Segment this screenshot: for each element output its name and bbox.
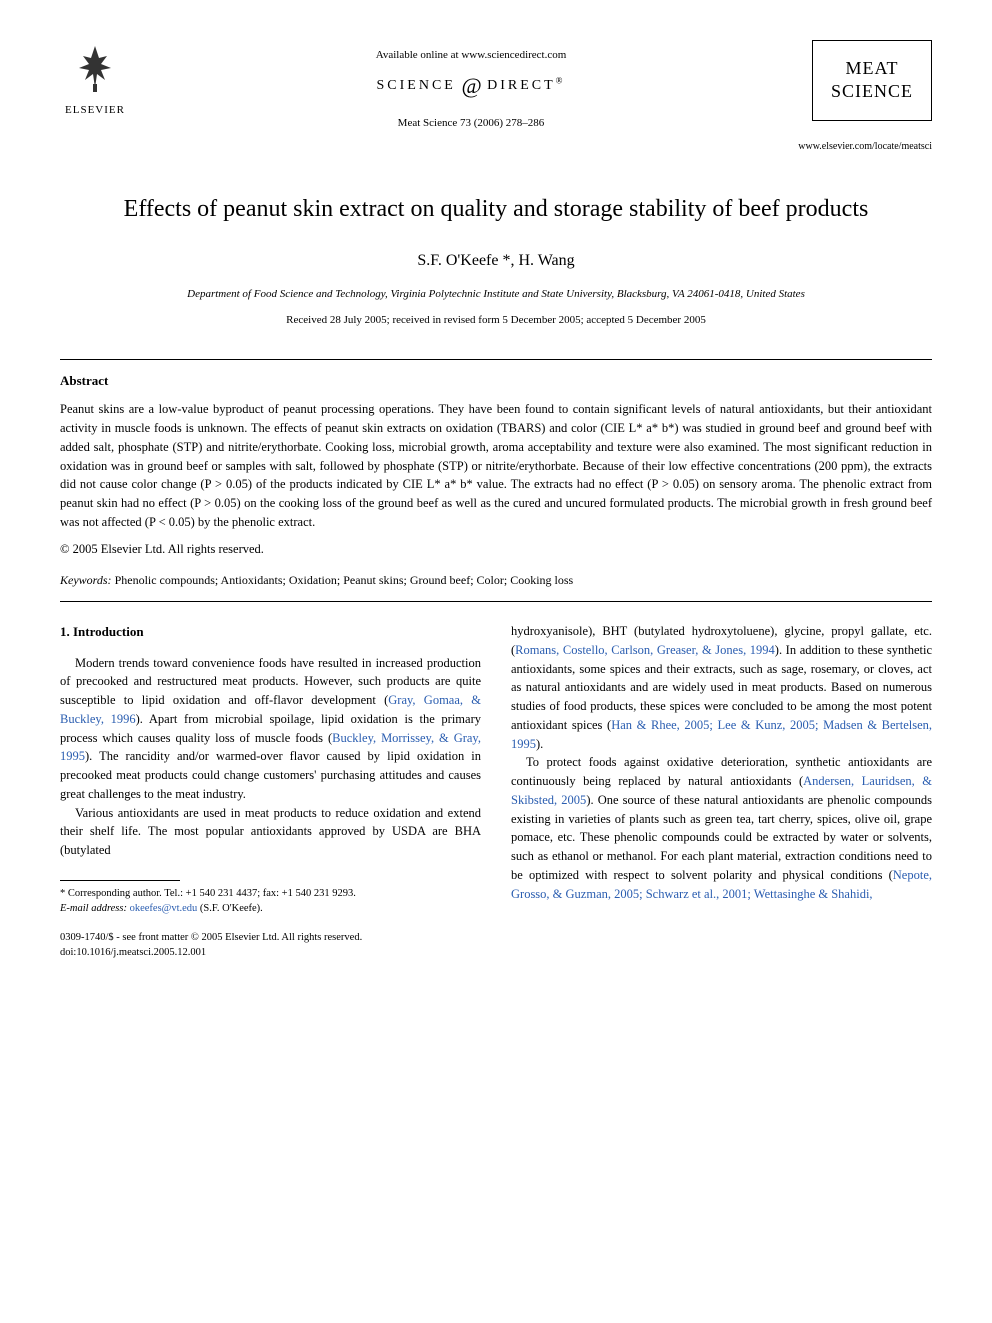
footer-copyright: 0309-1740/$ - see front matter © 2005 El… <box>60 930 362 945</box>
divider-bottom <box>60 601 932 602</box>
elsevier-tree-icon <box>60 40 130 103</box>
body-columns: 1. Introduction Modern trends toward con… <box>60 622 932 916</box>
introduction-heading: 1. Introduction <box>60 622 481 642</box>
intro-r1-c: ). <box>536 737 543 751</box>
keywords-label: Keywords: <box>60 573 112 587</box>
intro-p1: Modern trends toward convenience foods h… <box>60 654 481 804</box>
footnote-email: E-mail address: okeefes@vt.edu (S.F. O'K… <box>60 902 481 917</box>
right-column: hydroxyanisole), BHT (butylated hydroxyt… <box>511 622 932 916</box>
footer-doi: doi:10.1016/j.meatsci.2005.12.001 <box>60 945 362 960</box>
intro-right-p1: hydroxyanisole), BHT (butylated hydroxyt… <box>511 622 932 753</box>
journal-name-line2: SCIENCE <box>821 80 923 103</box>
sciencedirect-logo: SCIENCE @ DIRECT® <box>130 70 812 102</box>
elsevier-text: ELSEVIER <box>60 103 130 119</box>
abstract-heading: Abstract <box>60 372 932 391</box>
sd-right: DIRECT <box>487 78 556 93</box>
keywords: Keywords: Phenolic compounds; Antioxidan… <box>60 572 932 589</box>
divider-top <box>60 359 932 360</box>
sd-reg-icon: ® <box>556 75 566 85</box>
email-label: E-mail address: <box>60 903 127 914</box>
article-title: Effects of peanut skin extract on qualit… <box>60 194 932 225</box>
article-dates: Received 28 July 2005; received in revis… <box>60 313 932 329</box>
header-center: Available online at www.sciencedirect.co… <box>130 40 812 132</box>
left-column: 1. Introduction Modern trends toward con… <box>60 622 481 916</box>
footnote-corresponding: * Corresponding author. Tel.: +1 540 231… <box>60 887 481 902</box>
page-header: ELSEVIER Available online at www.science… <box>60 40 932 132</box>
keywords-text: Phenolic compounds; Antioxidants; Oxidat… <box>112 573 574 587</box>
authors: S.F. O'Keefe *, H. Wang <box>60 249 932 272</box>
available-online-text: Available online at www.sciencedirect.co… <box>130 48 812 64</box>
abstract-text: Peanut skins are a low-value byproduct o… <box>60 400 932 531</box>
affiliation: Department of Food Science and Technolog… <box>60 287 932 303</box>
abstract-body: Peanut skins are a low-value byproduct o… <box>60 402 932 529</box>
intro-p1-c: ). The rancidity and/or warmed-over flav… <box>60 749 481 801</box>
journal-box: MEAT SCIENCE <box>812 40 932 121</box>
abstract-copyright: © 2005 Elsevier Ltd. All rights reserved… <box>60 540 932 558</box>
journal-name-line1: MEAT <box>821 57 923 80</box>
elsevier-logo: ELSEVIER <box>60 40 130 119</box>
email-suffix: (S.F. O'Keefe). <box>197 903 263 914</box>
ref-romans-1994[interactable]: Romans, Costello, Carlson, Greaser, & Jo… <box>515 643 775 657</box>
footnote-divider <box>60 880 180 881</box>
email-link[interactable]: okeefes@vt.edu <box>130 903 198 914</box>
page-footer: 0309-1740/$ - see front matter © 2005 El… <box>60 930 932 960</box>
intro-p2: Various antioxidants are used in meat pr… <box>60 804 481 860</box>
journal-reference: Meat Science 73 (2006) 278–286 <box>130 116 812 132</box>
sd-left: SCIENCE <box>377 78 456 93</box>
journal-url: www.elsevier.com/locate/meatsci <box>60 140 932 155</box>
journal-box-wrapper: MEAT SCIENCE <box>812 40 932 121</box>
sd-at-icon: @ <box>456 73 487 98</box>
intro-right-p2: To protect foods against oxidative deter… <box>511 753 932 903</box>
footer-left: 0309-1740/$ - see front matter © 2005 El… <box>60 930 362 960</box>
